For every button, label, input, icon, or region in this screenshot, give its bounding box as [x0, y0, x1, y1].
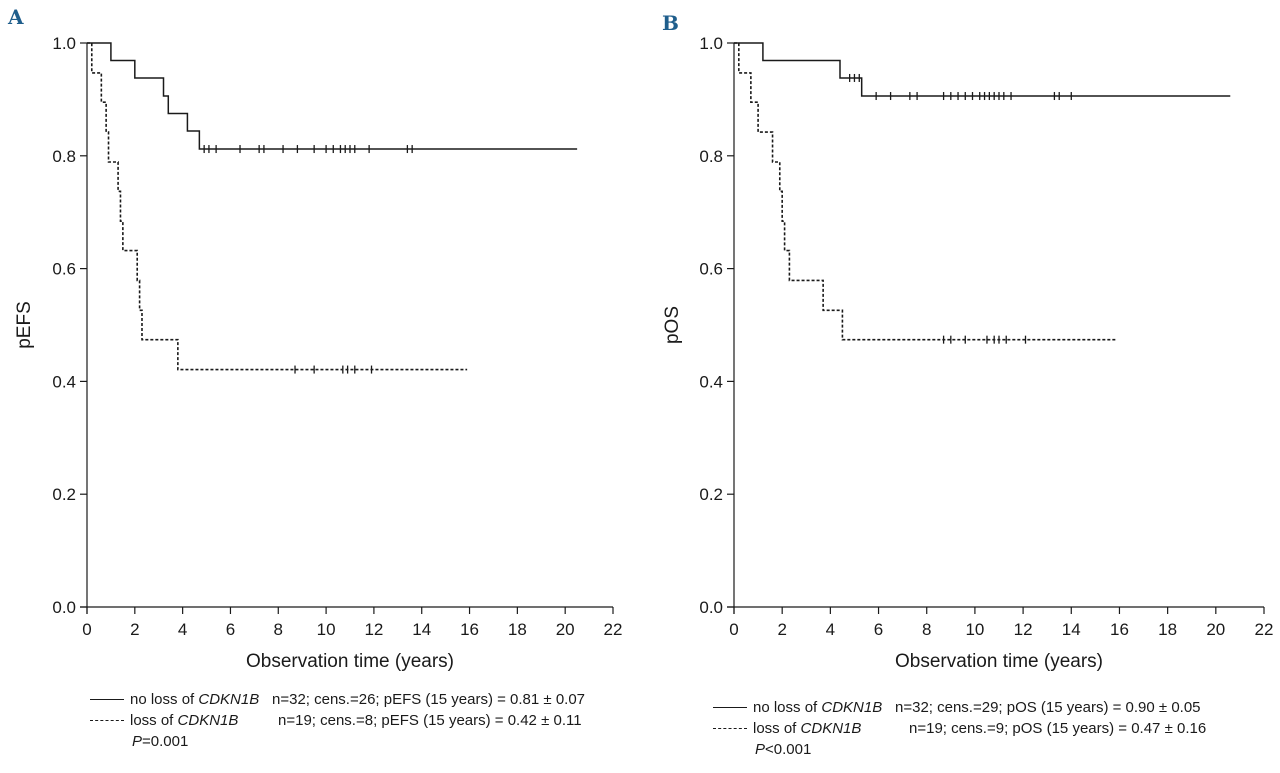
legend: no loss of CDKN1B n=32; cens.=26; pEFS (… — [90, 689, 635, 752]
x-tick-label: 12 — [364, 620, 383, 639]
legend-stats: n=32; cens.=26; pEFS (15 years) = 0.81 ±… — [272, 691, 586, 708]
legend-label: no loss of CDKN1B — [753, 699, 883, 716]
solid-line-swatch — [90, 699, 124, 700]
x-tick-label: 8 — [922, 620, 931, 639]
legend: no loss of CDKN1B n=32; cens.=29; pOS (1… — [713, 697, 1273, 760]
x-tick-label: 18 — [1158, 620, 1177, 639]
dashed-line-swatch — [713, 728, 747, 729]
legend-stats: n=19; cens.=8; pEFS (15 years) = 0.42 ± … — [278, 712, 582, 729]
y-tick-label: 0.8 — [699, 147, 723, 166]
panel-letter: A — [7, 5, 24, 29]
y-axis-title: pEFS — [14, 301, 35, 349]
x-tick-label: 18 — [508, 620, 527, 639]
x-tick-label: 2 — [130, 620, 139, 639]
legend-entry-no-loss: no loss of CDKN1B n=32; cens.=26; pEFS (… — [90, 689, 635, 710]
x-tick-label: 20 — [556, 620, 575, 639]
legend-entry-loss: loss of CDKN1B n=19; cens.=9; pOS (15 ye… — [713, 718, 1273, 739]
legend-stats: n=19; cens.=9; pOS (15 years) = 0.47 ± 0… — [909, 720, 1207, 737]
legend-stats: n=32; cens.=29; pOS (15 years) = 0.90 ± … — [895, 699, 1201, 716]
series-line-no-loss — [87, 42, 578, 150]
x-tick-label: 12 — [1014, 620, 1033, 639]
p-value: P<0.001 — [755, 741, 812, 758]
p-value: P=0.001 — [132, 733, 189, 750]
x-tick-label: 16 — [460, 620, 479, 639]
x-tick-label: 0 — [82, 620, 91, 639]
series-line-loss — [87, 42, 468, 371]
x-axis-title: Observation time (years) — [246, 651, 454, 672]
x-tick-label: 6 — [226, 620, 235, 639]
y-tick-label: 0.4 — [52, 372, 76, 391]
x-tick-label: 10 — [965, 620, 984, 639]
legend-label: loss of CDKN1B — [753, 720, 862, 737]
survival-panel-a: A 0.0 0.2 0.4 0.6 0.8 1.0 0 2 4 6 8 10 12 14 16 18 20 22 O… — [7, 5, 635, 752]
series-line-loss — [734, 42, 1118, 341]
solid-line-swatch — [713, 707, 747, 708]
y-tick-label: 0.6 — [52, 260, 76, 279]
x-tick-label: 14 — [412, 620, 431, 639]
x-tick-label: 10 — [317, 620, 336, 639]
pefs-plot: A 0.0 0.2 0.4 0.6 0.8 1.0 0 2 4 6 8 10 12 14 16 18 20 22 O… — [7, 5, 623, 672]
legend-entry-no-loss: no loss of CDKN1B n=32; cens.=29; pOS (1… — [713, 697, 1273, 718]
x-tick-label: 8 — [274, 620, 283, 639]
y-tick-label: 1.0 — [699, 34, 723, 53]
x-tick-label: 0 — [729, 620, 738, 639]
y-tick-label: 1.0 — [52, 34, 76, 53]
y-axis-title: pOS — [662, 306, 683, 344]
x-tick-label: 2 — [777, 620, 786, 639]
x-tick-label: 4 — [826, 620, 835, 639]
x-tick-label: 16 — [1110, 620, 1129, 639]
dashed-line-swatch — [90, 720, 124, 721]
series-line-no-loss — [734, 42, 1231, 97]
x-axis-title: Observation time (years) — [895, 651, 1103, 672]
panel-letter: B — [662, 11, 679, 35]
survival-panel-b: B 0.0 0.2 0.4 0.6 0.8 1.0 0 2 4 6 8 10 12 14 16 18 20 22 O… — [640, 0, 1280, 773]
x-tick-label: 6 — [874, 620, 883, 639]
x-tick-label: 20 — [1206, 620, 1225, 639]
legend-label: loss of CDKN1B — [130, 712, 239, 729]
legend-label: no loss of CDKN1B — [130, 691, 260, 708]
y-tick-label: 0.6 — [699, 260, 723, 279]
pos-plot: B 0.0 0.2 0.4 0.6 0.8 1.0 0 2 4 6 8 10 12 14 16 18 20 22 O… — [662, 11, 1274, 672]
legend-entry-loss: loss of CDKN1B n=19; cens.=8; pEFS (15 y… — [90, 710, 635, 731]
y-tick-label: 0.4 — [699, 372, 723, 391]
y-tick-label: 0.0 — [699, 598, 723, 617]
x-tick-label: 4 — [178, 620, 187, 639]
x-tick-label: 22 — [604, 620, 623, 639]
y-tick-label: 0.2 — [699, 485, 723, 504]
y-tick-label: 0.2 — [52, 485, 76, 504]
x-tick-label: 14 — [1062, 620, 1081, 639]
y-tick-label: 0.8 — [52, 147, 76, 166]
y-tick-label: 0.0 — [52, 598, 76, 617]
x-tick-label: 22 — [1255, 620, 1274, 639]
